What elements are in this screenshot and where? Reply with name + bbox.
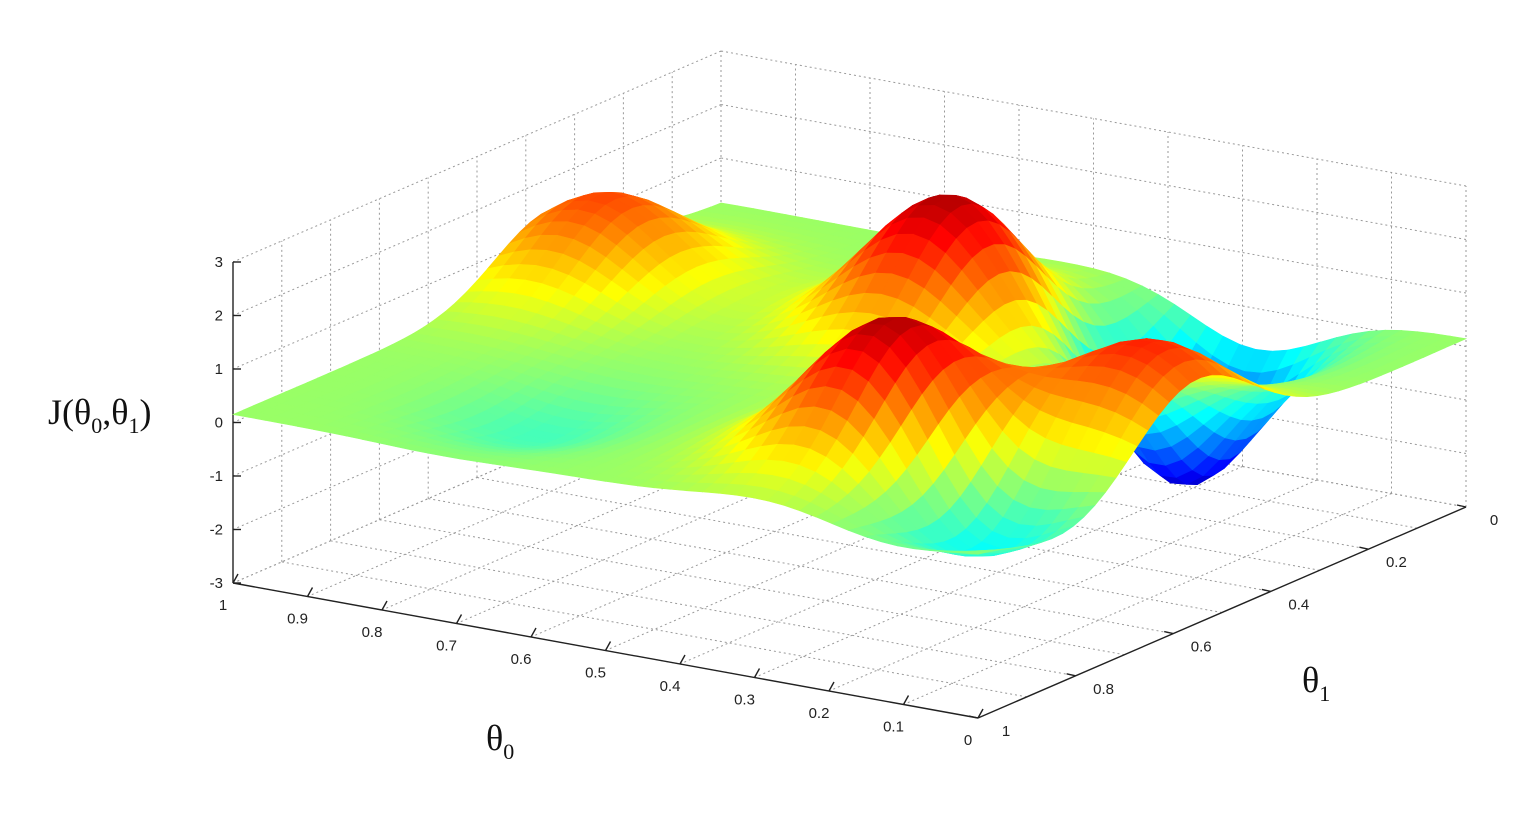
x-tick bbox=[753, 668, 761, 678]
grid-line bbox=[232, 371, 722, 584]
z-axis-label: J(θ0,θ1) bbox=[48, 392, 152, 438]
grid-line bbox=[476, 477, 1223, 613]
tick-labels: 3 2 1 0 -1 -2 -3 1 0.9 0.8 0.7 0.6 0.5 0.4 0.3 0.2 0.1 0 0… bbox=[210, 254, 1499, 749]
x-tick-label: 0.2 bbox=[809, 705, 830, 722]
grid-line bbox=[679, 452, 1169, 665]
x-tick bbox=[306, 587, 314, 597]
x-tick-label: 0.1 bbox=[883, 719, 904, 736]
grid-line bbox=[379, 519, 1125, 656]
y-tick-label: 0 bbox=[1490, 512, 1498, 529]
y-tick bbox=[1164, 630, 1174, 635]
grid-line bbox=[281, 561, 1027, 698]
surface bbox=[231, 191, 1468, 557]
grid-line bbox=[720, 104, 1467, 240]
y-tick-label: 0.4 bbox=[1288, 596, 1309, 613]
grid-line bbox=[232, 104, 722, 316]
x-tick bbox=[381, 600, 388, 611]
grid-line bbox=[605, 439, 1094, 651]
x-tick bbox=[530, 627, 537, 638]
grid-line bbox=[330, 540, 1076, 677]
x-tick-label: 0.5 bbox=[585, 665, 606, 682]
x-tick-label: 1 bbox=[219, 597, 227, 614]
y-tick bbox=[1456, 504, 1467, 508]
z-tick-label: -1 bbox=[210, 468, 223, 485]
z-tick-label: 2 bbox=[215, 308, 223, 325]
y-tick bbox=[1066, 673, 1076, 677]
y-tick bbox=[1359, 546, 1369, 550]
y-tick bbox=[968, 715, 979, 719]
x-tick-label: 0.7 bbox=[436, 638, 457, 655]
x-tick bbox=[902, 695, 910, 705]
x-tick bbox=[828, 681, 835, 692]
grid-line bbox=[456, 412, 945, 624]
x-tick-label: 0.6 bbox=[511, 651, 532, 668]
surface-patch bbox=[961, 551, 989, 555]
z-tick-label: -3 bbox=[210, 575, 223, 592]
y-tick bbox=[1261, 588, 1271, 593]
x-tick bbox=[679, 654, 686, 665]
z-tick-label: 1 bbox=[215, 361, 223, 378]
grid-line bbox=[232, 50, 722, 263]
grid-line bbox=[720, 157, 1467, 294]
y-tick-label: 1 bbox=[1002, 723, 1010, 740]
grid-line bbox=[720, 50, 1467, 187]
grid-line bbox=[530, 425, 1020, 638]
grid-line bbox=[754, 466, 1243, 678]
x-tick-label: 0.4 bbox=[660, 678, 681, 695]
y-tick-label: 0.6 bbox=[1191, 639, 1212, 656]
grid-line bbox=[232, 157, 722, 370]
axes bbox=[232, 261, 1467, 719]
y-axis-label: θ1 bbox=[1302, 660, 1330, 706]
x-tick-label: 0.8 bbox=[362, 624, 383, 641]
grid-line bbox=[428, 498, 1174, 635]
z-tick-label: -2 bbox=[210, 522, 223, 539]
y-tick-label: 0.8 bbox=[1093, 681, 1114, 698]
x-tick bbox=[455, 614, 463, 624]
x-tick-label: 0.9 bbox=[287, 611, 308, 628]
x-tick bbox=[604, 641, 612, 651]
x-axis-label: θ0 bbox=[486, 718, 514, 764]
x-tick bbox=[977, 708, 984, 719]
y-axis-line bbox=[977, 506, 1467, 719]
z-tick-label: 0 bbox=[215, 415, 223, 432]
x-tick-label: 0 bbox=[964, 732, 972, 749]
y-tick-label: 0.2 bbox=[1386, 554, 1407, 571]
x-tick-label: 0.3 bbox=[734, 692, 755, 709]
x-tick bbox=[232, 573, 239, 584]
z-tick-label: 3 bbox=[215, 254, 223, 271]
